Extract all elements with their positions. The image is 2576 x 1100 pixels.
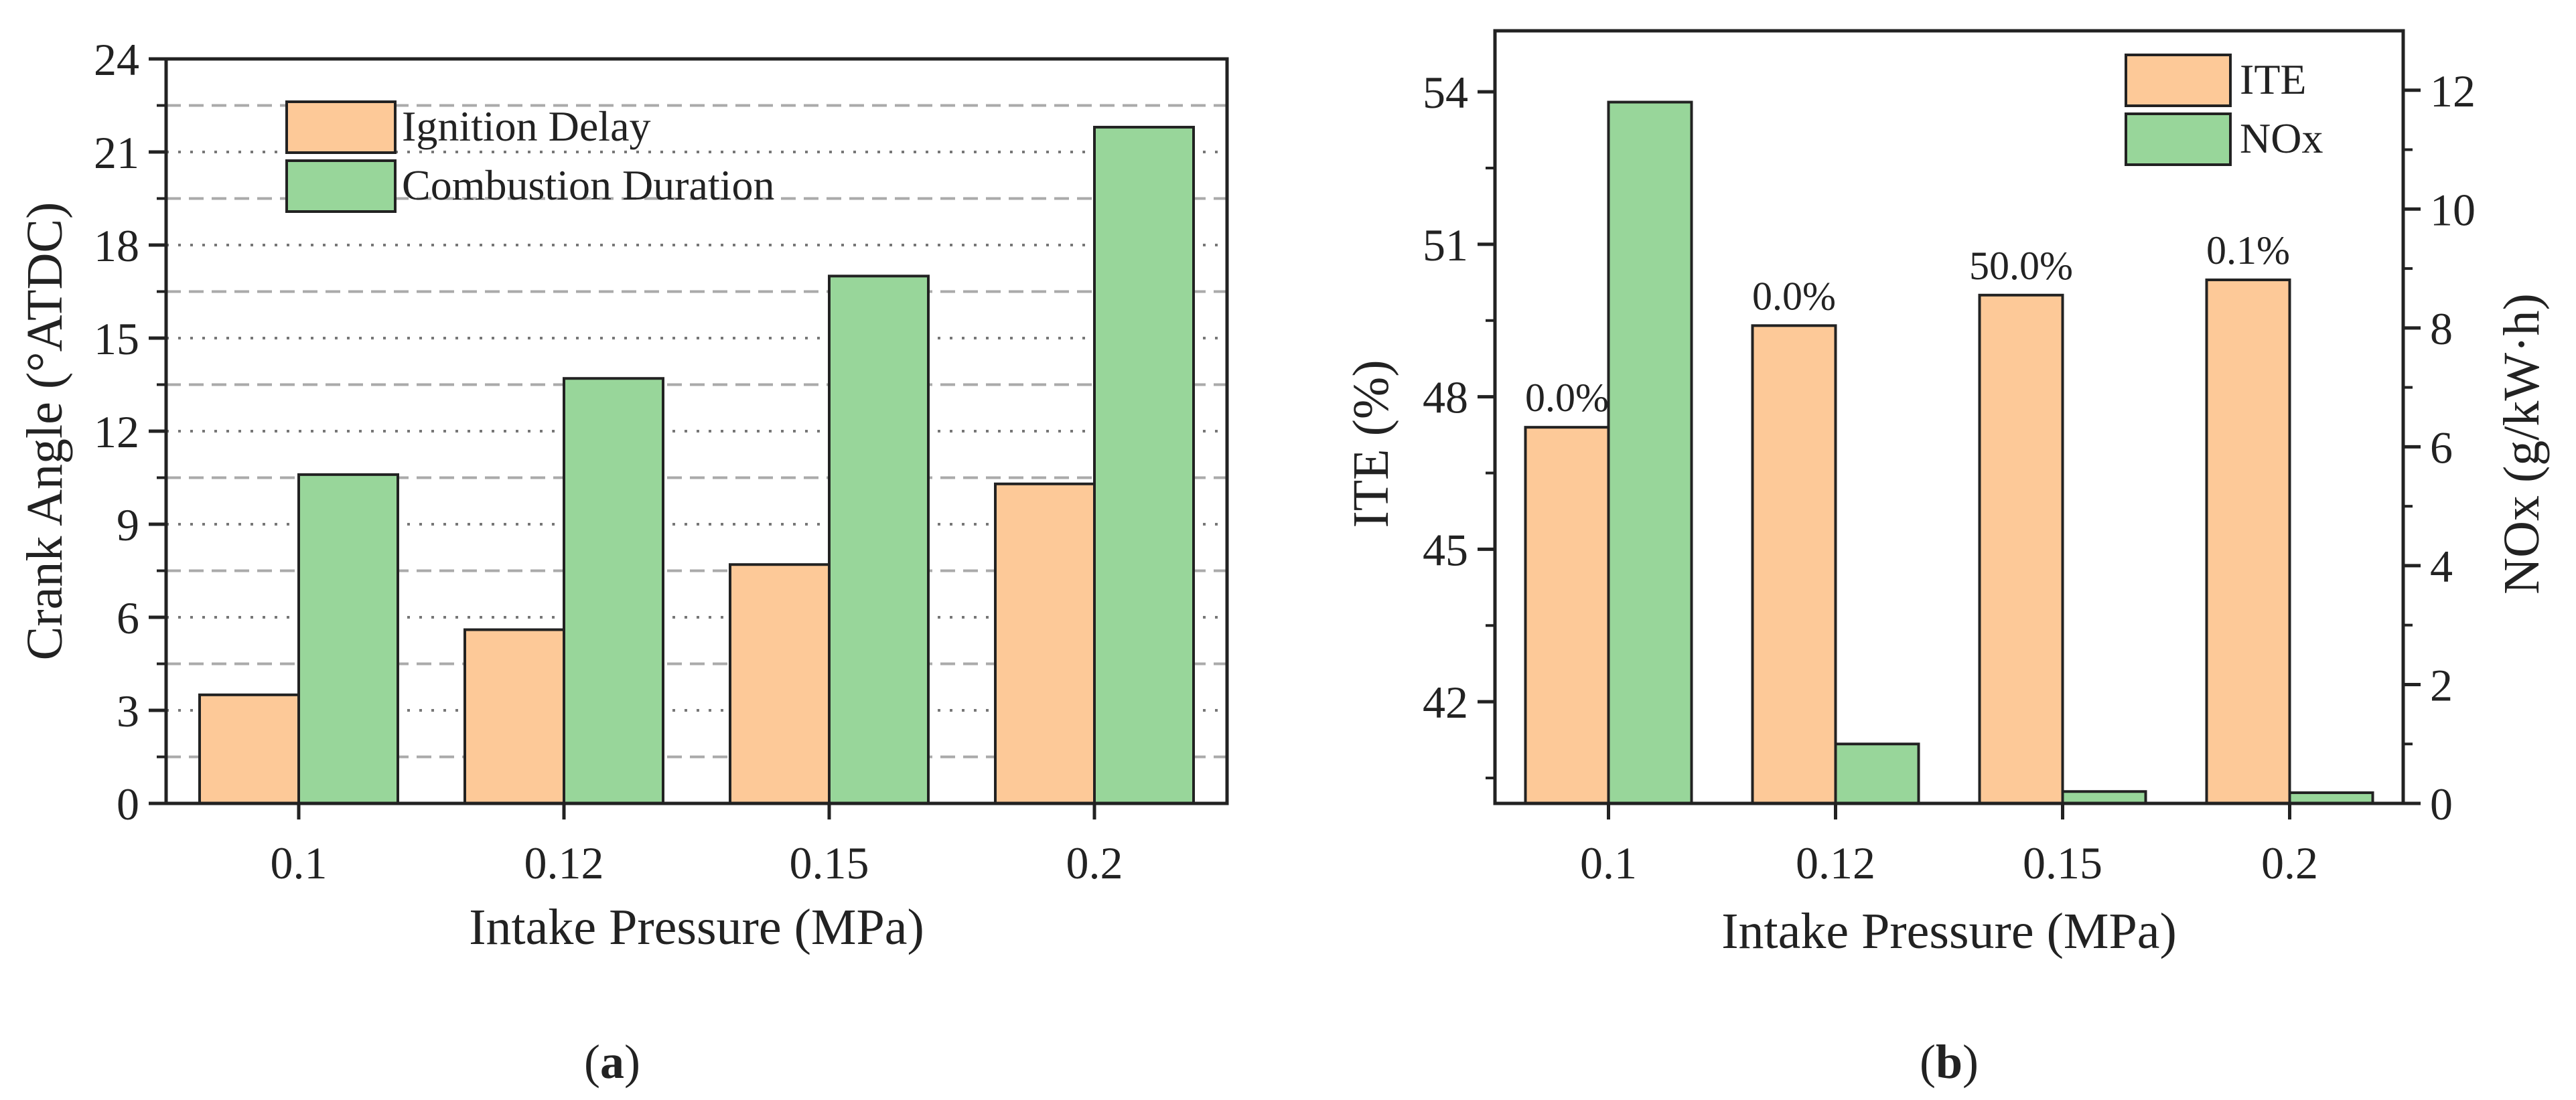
x-tick-label: 0.2 (1066, 838, 1123, 888)
x-tick-label: 0.15 (2023, 838, 2102, 888)
y-tick-label: 6 (117, 593, 139, 643)
panel-label-letter: b (1936, 1035, 1962, 1089)
bar-ite (1524, 426, 1610, 805)
y-tick-label: 3 (117, 686, 139, 736)
x-tick-label: 0.15 (790, 838, 869, 888)
y-right-tick-label: 12 (2430, 66, 2476, 116)
bar-combustion-duration (563, 377, 664, 805)
x-tick-label: 0.12 (1796, 838, 1875, 888)
x-tick-label: 0.2 (2261, 838, 2318, 888)
bar-ignition-delay (729, 563, 831, 805)
y-tick-label: 45 (1423, 524, 1468, 575)
bar-ite (2205, 279, 2291, 805)
y-axis-label: Crank Angle (°ATDC) (17, 202, 73, 661)
bar-nox (1607, 100, 1693, 805)
y-tick-label: 48 (1423, 372, 1468, 423)
legend-a: Ignition Delay Combustion Duration (285, 100, 774, 213)
y-right-axis-label: NOx (g/kW·h) (2494, 293, 2550, 595)
legend-swatch (2125, 54, 2232, 107)
y-tick-label: 51 (1423, 220, 1468, 270)
y-tick-label: 0 (117, 779, 139, 830)
y-right-tick-label: 0 (2430, 779, 2453, 830)
legend-b: ITE NOx (2125, 54, 2323, 166)
bar-combustion-duration (828, 274, 930, 805)
y-right-tick-label: 2 (2430, 659, 2453, 710)
bar-combustion-duration (1093, 125, 1195, 805)
x-axis-label: Intake Pressure (MPa) (1721, 903, 2177, 959)
bar-combustion-duration (297, 473, 399, 805)
y-tick-label: 9 (117, 499, 139, 550)
y-right-tick-label: 10 (2430, 184, 2476, 235)
panel-label-letter: a (600, 1035, 624, 1089)
x-tick-label: 0.1 (1580, 838, 1637, 888)
legend-label: Ignition Delay (402, 102, 650, 150)
legend-label: ITE (2240, 56, 2307, 103)
x-tick-label: 0.12 (524, 838, 604, 888)
y-tick-label: 42 (1423, 677, 1468, 728)
y-tick-label: 15 (94, 313, 139, 364)
data-label: 50.0% (1969, 244, 2073, 288)
data-label: 0.1% (2206, 228, 2290, 272)
y-axis-label: ITE (%) (1343, 360, 1399, 528)
y-tick-label: 12 (94, 406, 139, 457)
bar-nox (2061, 790, 2147, 805)
x-axis-label: Intake Pressure (MPa) (469, 899, 924, 955)
bar-nox (1834, 742, 1920, 805)
chart-b: 0.0% 0.0% 50.0% 0.1% 42 45 48 51 54 0 2 4 6 8 10 12 0.1 0… (1343, 29, 2550, 1089)
legend-swatch (285, 100, 397, 154)
y-right-tick-label: 8 (2430, 303, 2453, 354)
panel-label-a: (a) (584, 1035, 640, 1089)
chart-a: 0 3 6 9 12 15 18 21 24 0.1 0.12 0.15 0.2 Intake Press… (17, 34, 1229, 1089)
bar-ite (1751, 324, 1837, 805)
bar-ignition-delay (198, 693, 300, 805)
legend-label: NOx (2240, 114, 2323, 162)
panel-label-b: (b) (1920, 1035, 1979, 1089)
y-right-tick-label: 6 (2430, 422, 2453, 473)
bar-ite (1978, 293, 2064, 805)
y-tick-label: 21 (94, 127, 139, 178)
plot-frame (1493, 29, 2405, 805)
legend-swatch (2125, 112, 2232, 166)
bar-ignition-delay (463, 628, 565, 805)
data-label: 0.0% (1752, 274, 1836, 318)
legend-swatch (285, 159, 397, 213)
y-tick-label: 24 (94, 34, 139, 85)
legend-label: Combustion Duration (402, 161, 774, 209)
data-label: 0.0% (1525, 376, 1609, 420)
y-right-tick-label: 4 (2430, 541, 2453, 592)
y-tick-label: 18 (94, 220, 139, 271)
x-tick-label: 0.1 (271, 838, 328, 888)
bar-ignition-delay (994, 482, 1096, 805)
y-tick-label: 54 (1423, 67, 1468, 118)
